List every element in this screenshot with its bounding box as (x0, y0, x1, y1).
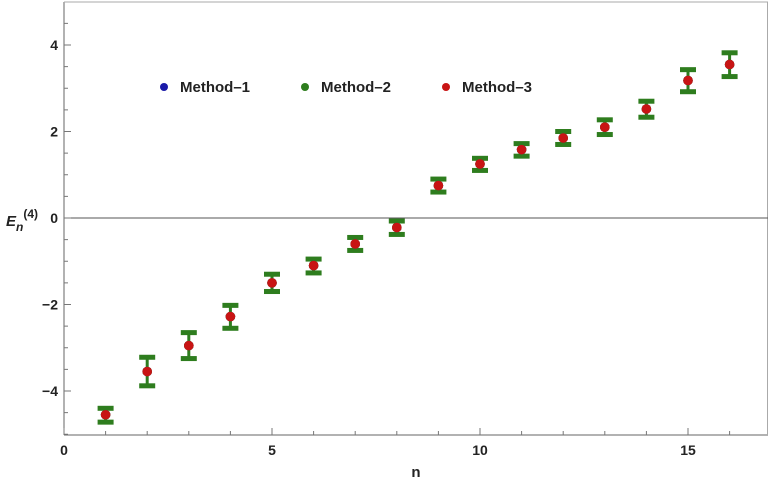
legend-label-3: Method–3 (462, 79, 532, 96)
data-point-series-3 (600, 122, 610, 132)
legend-marker-2 (301, 83, 309, 91)
y-tick-label: 0 (50, 210, 58, 226)
y-axis-ticks: −4 −2 0 2 4 (42, 22, 71, 435)
error-bar-cap-bottom (97, 419, 114, 425)
error-bar-cap-top (347, 234, 364, 240)
data-point-series-3 (225, 311, 236, 322)
y-axis-title: En(4) (6, 207, 38, 234)
legend-label-1: Method–1 (180, 79, 250, 96)
data-point-series-3 (142, 366, 152, 377)
error-bar-cap-top (555, 129, 572, 134)
x-tick-label: 0 (60, 442, 68, 458)
error-bar-cap-bottom (472, 167, 488, 173)
data-marks (97, 50, 738, 425)
error-bar-cap-top (264, 271, 280, 277)
data-point-series-3 (683, 75, 693, 86)
error-bar-cap-top (472, 155, 488, 161)
legend-label-2: Method–2 (321, 79, 391, 96)
error-bar-cap-top (596, 117, 613, 123)
error-bar-cap-top (638, 98, 655, 104)
error-bar-cap-bottom (596, 132, 613, 138)
data-point-series-3 (516, 144, 527, 155)
error-bar-cap-top (680, 67, 696, 73)
data-point-series-3 (267, 278, 277, 288)
error-bar-cap-top (305, 256, 322, 262)
error-bar-cap-bottom (638, 114, 655, 120)
error-bar-cap-top (180, 330, 197, 336)
data-point-series-3 (475, 159, 485, 169)
data-point-series-3 (308, 260, 319, 271)
error-bar-cap-bottom (513, 153, 530, 159)
error-bar-cap-bottom (222, 325, 239, 331)
error-bar-cap-bottom (430, 189, 447, 195)
error-bar-cap-bottom (555, 141, 572, 147)
error-bar-cap-bottom (347, 247, 364, 253)
y-axis-title-base: E (6, 213, 17, 230)
y-tick-label: −2 (42, 297, 58, 313)
x-tick-label: 15 (680, 442, 696, 458)
x-tick-label: 10 (472, 442, 488, 458)
error-bar-cap-top (721, 50, 738, 56)
legend-marker-1 (160, 83, 168, 91)
error-bar-cap-bottom (264, 289, 280, 295)
error-bar-cap-bottom (180, 356, 197, 362)
y-axis-title-sup: (4) (23, 207, 38, 221)
data-point-series-3 (641, 104, 652, 114)
error-bar-cap-top (139, 354, 156, 360)
legend: Method–1 Method–2 Method–3 (160, 79, 532, 96)
x-axis-title: n (411, 464, 420, 481)
y-tick-label: 4 (50, 37, 58, 53)
error-bar-cap-bottom (388, 231, 405, 237)
data-point-series-3 (392, 222, 402, 233)
error-bar-cap-bottom (680, 89, 696, 95)
y-tick-label: −4 (42, 383, 58, 399)
y-tick-label: 2 (50, 124, 58, 140)
error-bar-cap-top (430, 176, 447, 182)
error-bar-cap-top (513, 141, 530, 147)
error-bar-cap-bottom (139, 383, 156, 389)
error-bar-cap-top (97, 405, 114, 411)
error-bar-cap-bottom (305, 270, 322, 276)
error-bar-cap-top (222, 302, 239, 308)
y-axis-title-sub: n (16, 220, 23, 234)
data-point-series-3 (100, 409, 111, 420)
x-tick-label: 5 (268, 442, 276, 458)
data-point-series-3 (724, 59, 735, 70)
data-point-series-3 (350, 239, 361, 249)
legend-marker-3 (442, 83, 450, 91)
data-point-series-3 (184, 340, 194, 351)
error-bar-cap-top (388, 218, 405, 224)
data-point-series-3 (558, 133, 568, 143)
data-point-series-3 (433, 180, 444, 191)
error-bar-cap-bottom (721, 74, 738, 80)
